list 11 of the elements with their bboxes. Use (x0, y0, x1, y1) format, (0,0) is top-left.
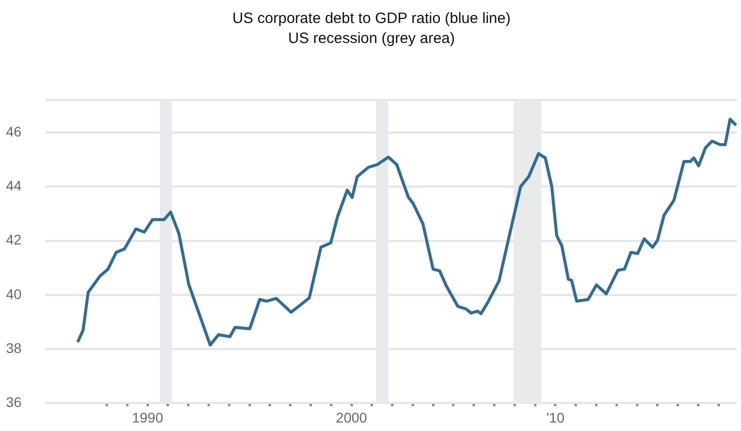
y-tick-label: 44 (6, 177, 22, 194)
chart-subtitle: US recession (grey area) (288, 30, 455, 48)
chart-title: US corporate debt to GDP ratio (blue line) (232, 10, 511, 28)
y-tick-label: 36 (6, 394, 22, 410)
x-tick-label: 1990 (132, 409, 164, 426)
y-tick-label: 46 (6, 123, 22, 140)
y-tick-label: 40 (6, 286, 22, 302)
x-tick-label: 2000 (336, 409, 368, 426)
x-tick-label: '10 (546, 409, 565, 426)
y-tick-label: 38 (6, 340, 22, 356)
y-tick-label: 42 (6, 232, 22, 248)
